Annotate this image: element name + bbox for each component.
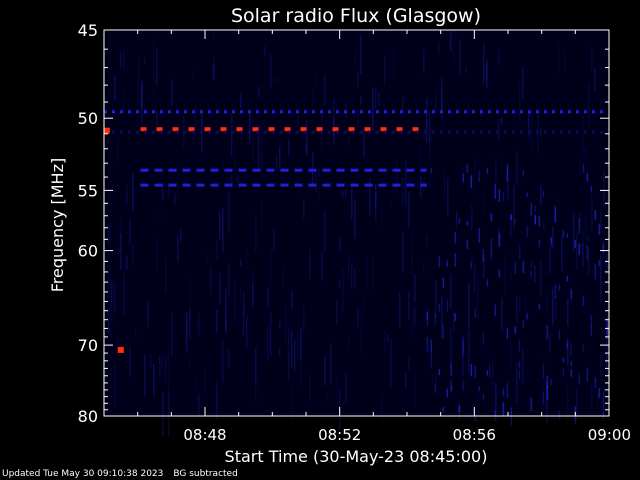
axes: 45 50 55 60 70 80 08:48 08:52 08:56 09:00 (78, 21, 631, 444)
footer: Updated Tue May 30 09:10:38 2023 BG subtr… (2, 469, 238, 479)
updated-timestamp: Updated Tue May 30 09:10:38 2023 (2, 469, 164, 479)
x-axis-label: Start Time (30-May-23 08:45:00) (225, 447, 488, 466)
y-tick-label: 45 (78, 21, 98, 40)
emission-spot (117, 346, 124, 353)
plot-frame (103, 29, 610, 417)
plot-area (103, 30, 609, 438)
y-tick-label: 50 (78, 109, 98, 128)
noise-streaks (105, 31, 608, 438)
noise-bright (426, 163, 609, 426)
chart-title: Solar radio Flux (Glasgow) (231, 5, 481, 27)
y-tick-label: 60 (78, 242, 98, 261)
y-tick-label: 70 (78, 336, 98, 355)
y-axis-label: Frequency [MHz] (48, 158, 67, 292)
y-tick-label: 55 (78, 181, 98, 200)
emission-spot (103, 127, 110, 134)
emission-band (140, 183, 427, 187)
x-tick-label: 09:00 (588, 426, 631, 444)
emission-band (104, 110, 603, 114)
emission-band (140, 168, 427, 172)
x-tick-label: 08:52 (318, 426, 361, 444)
y-tick-label: 80 (78, 407, 98, 426)
x-tick-label: 08:56 (453, 426, 496, 444)
background-note: BG subtracted (173, 469, 238, 479)
emission-band (140, 127, 419, 132)
x-tick-label: 08:48 (183, 426, 226, 444)
plot-background (104, 30, 609, 416)
emission-band (104, 130, 603, 134)
